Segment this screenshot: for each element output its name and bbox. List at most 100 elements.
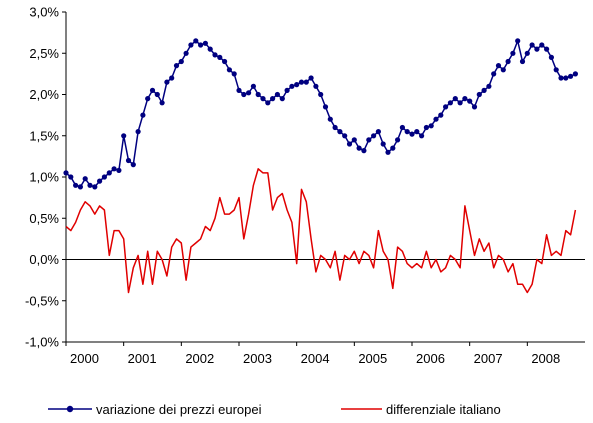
data-point-european-prices bbox=[399, 124, 405, 131]
data-point-european-prices bbox=[226, 67, 232, 73]
data-point-european-prices bbox=[284, 87, 290, 93]
data-point-european-prices bbox=[164, 79, 170, 85]
data-point-european-prices bbox=[159, 100, 165, 106]
y-tick-label: 0,0% bbox=[29, 252, 59, 267]
data-point-european-prices bbox=[303, 79, 309, 85]
data-point-european-prices bbox=[265, 100, 271, 106]
data-point-european-prices bbox=[202, 40, 208, 46]
x-tick-label: 2005 bbox=[358, 351, 387, 366]
data-point-european-prices bbox=[356, 145, 362, 151]
data-point-european-prices bbox=[116, 167, 122, 173]
x-axis: 2000 2001 2002 2003 2004 2005 2006 2007 2008 bbox=[65, 341, 585, 366]
data-point-european-prices bbox=[255, 91, 261, 98]
data-point-european-prices bbox=[563, 75, 569, 81]
data-point-european-prices bbox=[135, 129, 141, 135]
data-point-european-prices bbox=[332, 124, 338, 131]
data-point-european-prices bbox=[568, 73, 574, 79]
data-point-european-prices bbox=[73, 182, 79, 188]
data-point-european-prices bbox=[419, 133, 425, 139]
data-point-european-prices bbox=[433, 116, 439, 122]
data-point-european-prices bbox=[342, 133, 348, 139]
data-point-european-prices bbox=[462, 96, 468, 102]
data-point-european-prices bbox=[371, 133, 377, 139]
series-line-italian-differential bbox=[65, 168, 577, 294]
data-point-european-prices bbox=[404, 129, 410, 135]
data-point-european-prices bbox=[241, 91, 247, 98]
data-point-european-prices bbox=[183, 50, 189, 56]
data-point-european-prices bbox=[500, 67, 506, 73]
y-tick-label: -0,5% bbox=[25, 293, 59, 308]
data-point-european-prices bbox=[68, 174, 74, 180]
data-point-european-prices bbox=[390, 145, 396, 151]
data-point-european-prices bbox=[298, 79, 305, 85]
legend-label-european-prices: variazione dei prezzi europei bbox=[96, 402, 262, 417]
data-point-european-prices bbox=[82, 176, 88, 182]
data-point-european-prices bbox=[515, 38, 521, 44]
data-point-european-prices bbox=[495, 63, 502, 69]
legend-label-italian-differential: differenziale italiano bbox=[386, 402, 501, 417]
data-point-european-prices bbox=[222, 58, 228, 65]
data-point-european-prices bbox=[130, 162, 136, 168]
data-point-european-prices bbox=[553, 67, 559, 73]
data-point-european-prices bbox=[457, 100, 463, 106]
data-point-european-prices bbox=[423, 124, 429, 131]
data-point-european-prices bbox=[505, 58, 511, 65]
data-point-european-prices bbox=[375, 129, 381, 135]
data-point-european-prices bbox=[395, 137, 401, 143]
x-tick-label: 2007 bbox=[474, 351, 503, 366]
data-point-european-prices bbox=[106, 170, 112, 176]
data-point-european-prices bbox=[236, 87, 242, 93]
data-point-european-prices bbox=[308, 75, 314, 81]
data-point-european-prices bbox=[154, 91, 160, 98]
data-point-european-prices bbox=[346, 141, 353, 147]
data-point-european-prices bbox=[491, 71, 497, 77]
data-point-european-prices bbox=[125, 157, 132, 164]
data-point-european-prices bbox=[178, 58, 184, 65]
data-point-european-prices bbox=[274, 91, 280, 98]
x-tick-label: 2006 bbox=[416, 351, 445, 366]
x-tick-label: 2008 bbox=[531, 351, 560, 366]
x-tick-label: 2000 bbox=[70, 351, 99, 366]
data-point-european-prices bbox=[414, 129, 420, 135]
data-point-european-prices bbox=[337, 129, 343, 135]
data-point-european-prices bbox=[327, 116, 333, 122]
data-point-european-prices bbox=[97, 178, 103, 184]
data-point-european-prices bbox=[529, 42, 535, 48]
data-point-european-prices bbox=[111, 166, 117, 172]
data-point-european-prices bbox=[544, 46, 550, 52]
data-point-european-prices bbox=[322, 104, 329, 110]
data-point-european-prices bbox=[101, 174, 107, 180]
data-point-european-prices bbox=[193, 38, 199, 44]
data-point-european-prices bbox=[169, 75, 175, 81]
data-point-european-prices bbox=[548, 54, 555, 61]
data-point-european-prices bbox=[198, 42, 204, 48]
data-point-european-prices bbox=[270, 96, 276, 102]
y-tick-label: 1,5% bbox=[29, 128, 59, 143]
x-tick-label: 2002 bbox=[185, 351, 214, 366]
data-point-european-prices bbox=[313, 83, 319, 89]
y-tick-label: 2,0% bbox=[29, 87, 59, 102]
data-point-european-prices bbox=[77, 184, 83, 190]
data-point-european-prices bbox=[476, 91, 482, 98]
data-point-european-prices bbox=[318, 91, 324, 98]
data-point-european-prices bbox=[385, 149, 391, 155]
data-point-european-prices bbox=[447, 100, 453, 106]
data-point-european-prices bbox=[92, 184, 98, 190]
data-point-european-prices bbox=[231, 71, 237, 77]
series-layer bbox=[63, 38, 579, 294]
data-point-european-prices bbox=[173, 63, 180, 69]
data-point-european-prices bbox=[558, 75, 564, 81]
x-tick-label: 2003 bbox=[243, 351, 272, 366]
data-point-european-prices bbox=[428, 123, 434, 129]
data-point-european-prices bbox=[438, 112, 444, 118]
data-point-european-prices bbox=[145, 96, 151, 102]
y-tick-label: 1,0% bbox=[29, 170, 59, 185]
y-tick-label: 2,5% bbox=[29, 46, 59, 61]
data-point-european-prices bbox=[149, 87, 156, 93]
data-point-european-prices bbox=[121, 133, 127, 139]
data-point-european-prices bbox=[409, 131, 415, 137]
legend-item-italian-differential: differenziale italiano bbox=[341, 402, 501, 417]
x-tick-label: 2001 bbox=[128, 351, 157, 366]
data-point-european-prices bbox=[481, 87, 487, 93]
